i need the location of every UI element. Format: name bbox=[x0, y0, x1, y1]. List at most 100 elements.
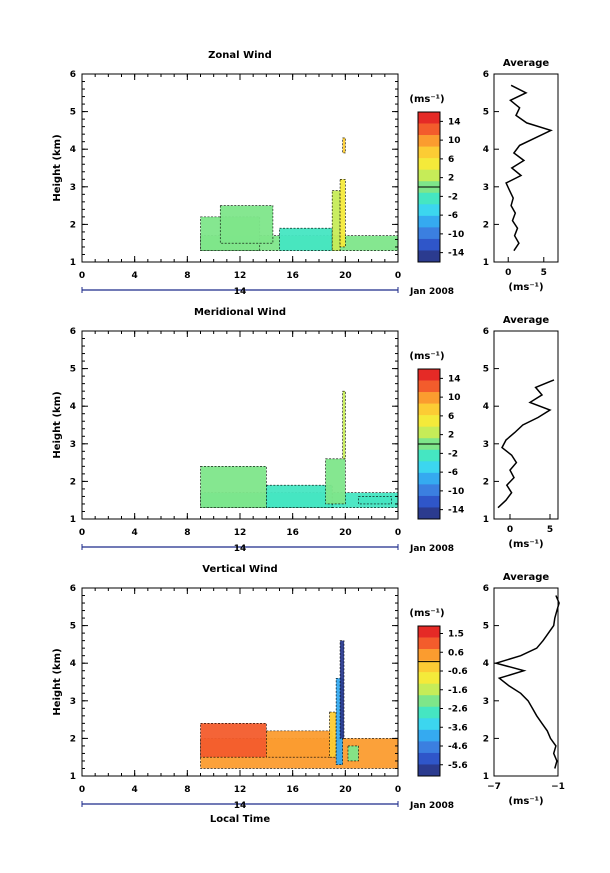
colorbar-segment bbox=[418, 123, 440, 136]
profile-x-tick-label: 0 bbox=[505, 268, 511, 278]
profile-y-tick-label: 1 bbox=[483, 258, 489, 268]
panel-title: Meridional Wind bbox=[194, 307, 286, 318]
colorbar-tick-label: 14 bbox=[448, 117, 461, 127]
heatmap-region bbox=[340, 179, 346, 247]
colorbar-segment bbox=[418, 238, 440, 251]
y-tick-label: 6 bbox=[70, 584, 76, 594]
colorbar-tick-label: 14 bbox=[448, 374, 461, 384]
y-tick-label: 4 bbox=[70, 145, 76, 155]
colorbar-tick-label: 6 bbox=[448, 155, 454, 165]
colorbar-segment bbox=[418, 706, 440, 719]
profile-x-label: (ms⁻¹) bbox=[508, 282, 543, 293]
contour-line bbox=[342, 390, 346, 460]
y-tick-label: 4 bbox=[70, 402, 76, 412]
x-tick-label: 0 bbox=[79, 785, 85, 795]
profile-title: Average bbox=[503, 572, 550, 583]
date-day-label: 14 bbox=[234, 287, 247, 297]
x-tick-label: 4 bbox=[132, 528, 138, 538]
contour-line bbox=[219, 205, 274, 244]
panel-title: Zonal Wind bbox=[208, 50, 272, 61]
colorbar-segment bbox=[418, 683, 440, 696]
colorbar-frame bbox=[417, 625, 441, 777]
colorbar-tick-label: -2.6 bbox=[448, 705, 468, 715]
y-tick-label: 5 bbox=[70, 622, 76, 632]
colorbar-segment bbox=[418, 449, 440, 462]
colorbar-segment bbox=[418, 637, 440, 650]
colorbar-segment bbox=[418, 204, 440, 217]
colorbar-segment bbox=[418, 752, 440, 765]
profile-y-tick-label: 5 bbox=[483, 365, 489, 375]
profile-line bbox=[497, 379, 555, 509]
y-tick-label: 3 bbox=[70, 183, 76, 193]
heatmap-region bbox=[266, 485, 333, 508]
heatmap-region bbox=[358, 496, 392, 504]
colorbar-tick-label: 10 bbox=[448, 136, 461, 146]
heatmap-region bbox=[325, 458, 346, 504]
colorbar-unit: (ms⁻¹) bbox=[409, 94, 444, 105]
y-tick-label: 1 bbox=[70, 772, 76, 782]
contour-line bbox=[325, 458, 346, 505]
colorbar-tick-label: 2 bbox=[448, 431, 454, 441]
colorbar-segment bbox=[418, 112, 440, 124]
colorbar-segment bbox=[418, 192, 440, 205]
date-day-label: 14 bbox=[234, 544, 247, 554]
colorbar-unit: (ms⁻¹) bbox=[409, 351, 444, 362]
colorbar-unit: (ms⁻¹) bbox=[409, 608, 444, 619]
colorbar-tick-label: -14 bbox=[448, 249, 464, 259]
colorbar-segment bbox=[418, 158, 440, 170]
heatmap-region bbox=[279, 228, 333, 251]
colorbar-tick-label: -10 bbox=[448, 230, 464, 240]
colorbar-segment bbox=[418, 741, 440, 754]
profile-x-tick-label: −1 bbox=[551, 782, 565, 792]
colorbar-segment bbox=[418, 507, 440, 520]
colorbar-segment bbox=[418, 461, 440, 474]
profile-title: Average bbox=[503, 58, 550, 69]
colorbar-segment bbox=[418, 146, 440, 159]
profile-y-tick-label: 3 bbox=[483, 440, 489, 450]
heatmap-region bbox=[200, 723, 267, 758]
profile-line bbox=[493, 595, 560, 769]
y-tick-label: 6 bbox=[70, 70, 76, 80]
colorbar-tick-label: 2 bbox=[448, 174, 454, 184]
colorbar-tick-label: -6 bbox=[448, 211, 458, 221]
heatmap-layer bbox=[200, 390, 399, 509]
colorbar-segment bbox=[418, 626, 440, 638]
colorbar-segment bbox=[418, 718, 440, 731]
contour-line bbox=[347, 745, 359, 762]
colorbar-tick-label: 0.6 bbox=[448, 648, 464, 658]
y-tick-label: 2 bbox=[70, 220, 76, 230]
x-tick-label: 20 bbox=[339, 271, 352, 281]
profile-x-tick-label: 5 bbox=[547, 525, 553, 535]
profile-y-tick-label: 6 bbox=[483, 70, 489, 80]
colorbar-segment bbox=[418, 649, 440, 661]
contour-line bbox=[200, 466, 267, 509]
colorbar-tick-label: -2 bbox=[448, 449, 458, 459]
panel-title: Vertical Wind bbox=[202, 564, 277, 575]
contour-line bbox=[339, 640, 345, 739]
y-tick-label: 2 bbox=[70, 477, 76, 487]
y-tick-label: 2 bbox=[70, 734, 76, 744]
colorbar-tick-label: -1.6 bbox=[448, 686, 468, 696]
contour-line bbox=[358, 496, 392, 505]
colorbar-tick-label: -10 bbox=[448, 487, 464, 497]
x-tick-label: 8 bbox=[184, 785, 190, 795]
profile-y-tick-label: 4 bbox=[483, 402, 489, 412]
colorbar-tick-label: -14 bbox=[448, 506, 464, 516]
x-axis-label: Local Time bbox=[210, 814, 270, 825]
profile-y-tick-label: 4 bbox=[483, 659, 489, 669]
profile-x-label: (ms⁻¹) bbox=[508, 539, 543, 550]
heatmap-region bbox=[340, 640, 345, 739]
colorbar-segment bbox=[418, 695, 440, 708]
colorbar-segment bbox=[418, 227, 440, 240]
profile-frame bbox=[493, 330, 559, 520]
colorbar-tick-label: -5.6 bbox=[448, 761, 468, 771]
date-day-label: 14 bbox=[234, 801, 247, 811]
y-tick-label: 5 bbox=[70, 108, 76, 118]
colorbar-segment bbox=[418, 250, 440, 263]
x-tick-label: 0 bbox=[395, 271, 401, 281]
date-label: Jan 2008 bbox=[409, 801, 454, 811]
colorbar-segment bbox=[418, 215, 440, 228]
y-axis-label: Height (km) bbox=[52, 391, 63, 458]
x-tick-label: 12 bbox=[234, 528, 247, 538]
